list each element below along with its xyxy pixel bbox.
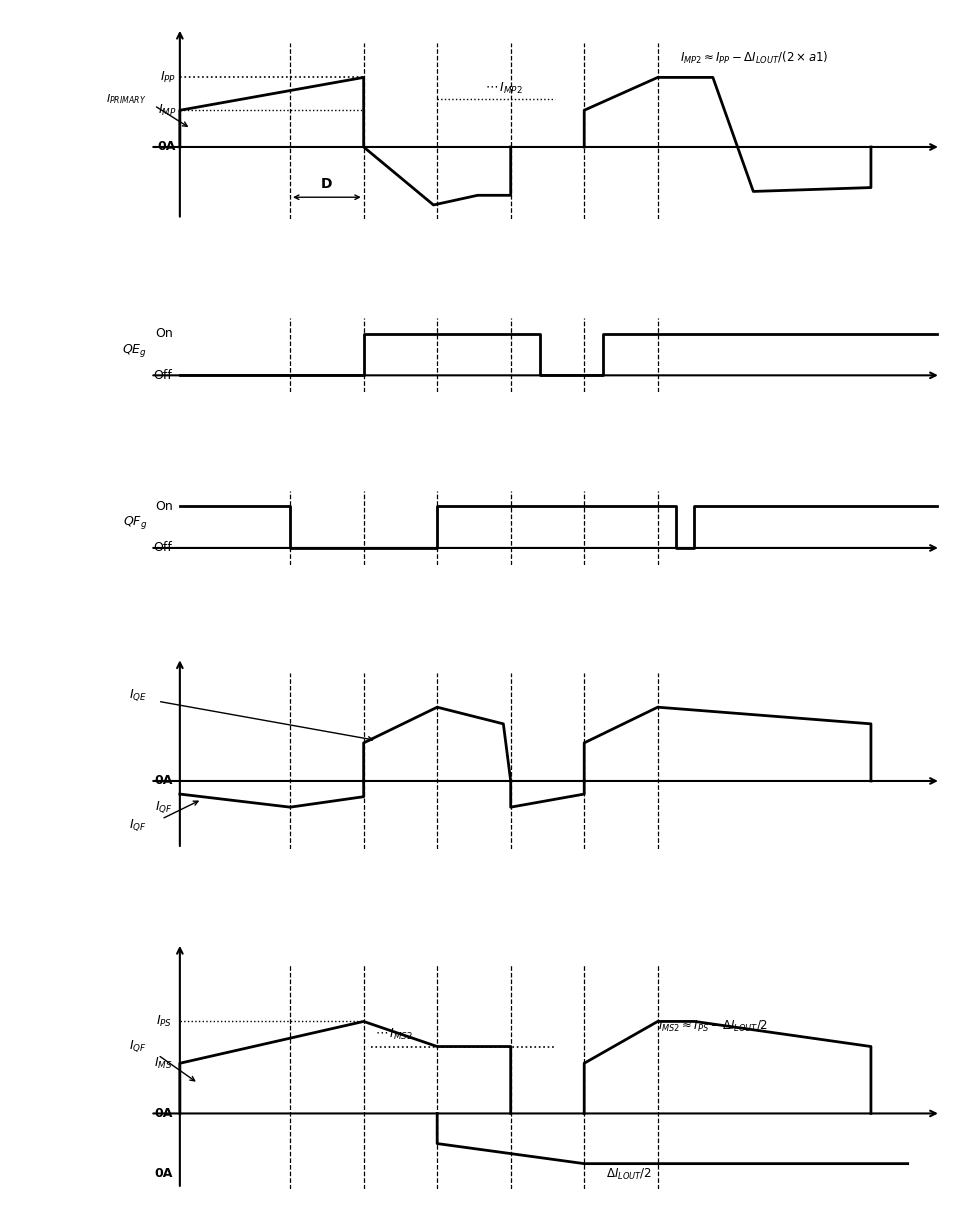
Text: $I_{PP}$: $I_{PP}$ — [160, 70, 176, 85]
Text: D: D — [321, 177, 333, 192]
Text: $QF_g$: $QF_g$ — [122, 514, 147, 531]
Text: $\cdots\,I_{MP2}$: $\cdots\,I_{MP2}$ — [484, 81, 522, 96]
Text: $I_{PS}$: $I_{PS}$ — [156, 1014, 172, 1029]
Text: $QE_g$: $QE_g$ — [122, 342, 147, 359]
Text: $\Delta I_{LOUT}/2$: $\Delta I_{LOUT}/2$ — [606, 1167, 652, 1183]
Text: $I_{QF}$: $I_{QF}$ — [129, 818, 147, 833]
Text: 0A: 0A — [157, 141, 176, 154]
Text: $I_{MP2} \approx I_{PP} - \Delta I_{LOUT}/(2 \times a1)$: $I_{MP2} \approx I_{PP} - \Delta I_{LOUT… — [679, 50, 827, 67]
Text: 0A: 0A — [154, 1167, 172, 1180]
Text: On: On — [154, 500, 172, 513]
Text: $\cdots\,I_{MS2}$: $\cdots\,I_{MS2}$ — [375, 1026, 413, 1042]
Text: $I_{MS}$: $I_{MS}$ — [153, 1055, 172, 1071]
Text: 0A: 0A — [154, 774, 172, 787]
Text: Off: Off — [153, 541, 172, 554]
Text: Off: Off — [153, 369, 172, 382]
Text: $I_{MS2} \approx I_{PS} - \Delta I_{LOUT}/2$: $I_{MS2} \approx I_{PS} - \Delta I_{LOUT… — [657, 1019, 767, 1033]
Text: $I_{QF}$: $I_{QF}$ — [154, 799, 172, 815]
Text: $I_{PRIMARY}$: $I_{PRIMARY}$ — [107, 92, 147, 106]
Text: $I_{QF}$: $I_{QF}$ — [129, 1038, 147, 1054]
Text: On: On — [154, 328, 172, 340]
Text: $I_{MP}$: $I_{MP}$ — [157, 103, 176, 118]
Text: $I_{QE}$: $I_{QE}$ — [129, 688, 147, 704]
Text: 0A: 0A — [154, 1107, 172, 1120]
